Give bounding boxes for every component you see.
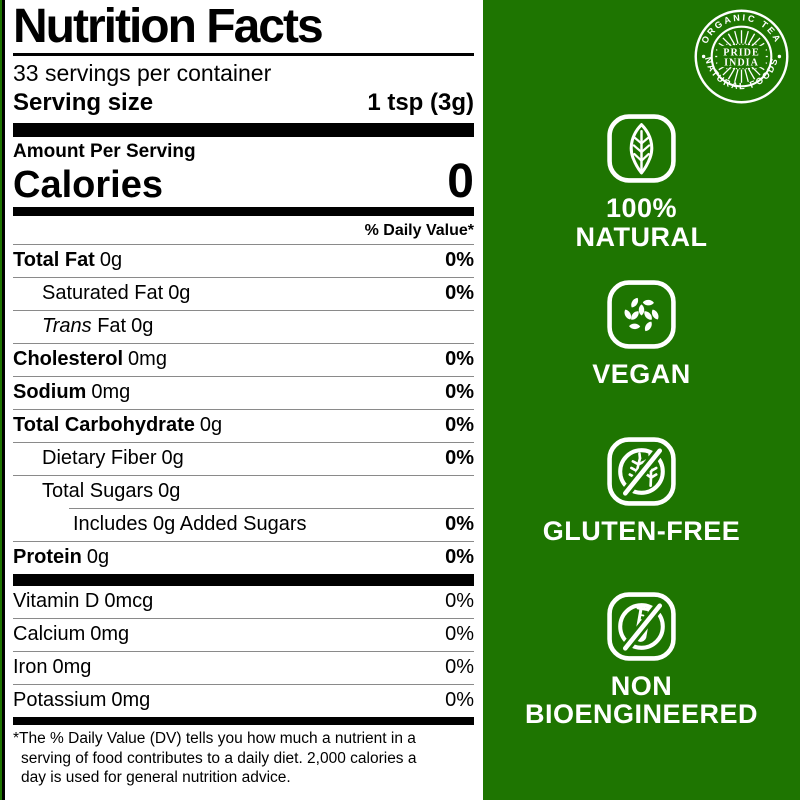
row-trans-fat: Trans Fat 0g (42, 315, 154, 338)
divider (13, 651, 474, 653)
thick-divider-bar (13, 717, 474, 726)
logo-inner-ring (710, 25, 773, 88)
badge-label: 100% NATURAL (575, 193, 708, 252)
row-vitamin-d: Vitamin D 0mcg 0% (13, 590, 474, 613)
logo-left-dot (701, 54, 706, 59)
row-protein: Protein 0g 0% (13, 546, 474, 569)
badge-100-natural: 100% NATURAL (576, 112, 708, 252)
logo-center-line1: PRIDE (723, 47, 759, 58)
certification-badges: 100% NATURAL (525, 112, 758, 729)
nutrition-facts-label: Nutrition Facts 33 servings per containe… (2, 0, 483, 800)
calories-value: 0 (447, 154, 474, 208)
amount-per-serving: Amount Per Serving (13, 140, 196, 162)
divider (13, 618, 474, 620)
divider (13, 343, 474, 345)
serving-size-value: 1 tsp (3g) (367, 88, 474, 116)
divider-inset (69, 508, 474, 510)
label-title: Nutrition Facts (13, 2, 474, 56)
divider (13, 244, 474, 246)
badge-label: VEGAN (592, 358, 691, 389)
serving-size-label: Serving size (13, 88, 154, 116)
calories-row: Calories 0 (13, 154, 474, 208)
badge-gluten-free: GLUTEN-FREE (543, 435, 741, 546)
divider (13, 376, 474, 378)
vegan-leaves-icon (607, 280, 676, 349)
logo-outer-ring (694, 9, 789, 104)
divider (13, 409, 474, 411)
row-dietary-fiber: Dietary Fiber 0g 0% (42, 447, 474, 470)
row-potassium: Potassium 0mg 0% (13, 689, 474, 712)
thick-divider-bar (13, 574, 474, 587)
row-sodium: Sodium 0mg 0% (13, 381, 474, 404)
calories-label: Calories (13, 164, 163, 207)
row-added-sugars: Includes 0g Added Sugars 0% (73, 513, 474, 536)
divider (13, 541, 474, 543)
daily-value-footnote: *The % Daily Value (DV) tells you how mu… (13, 730, 417, 787)
logo-right-dot (777, 54, 782, 59)
thick-divider-bar (13, 122, 474, 137)
logo-center-line2: INDIA (724, 58, 759, 69)
row-total-fat: Total Fat 0g 0% (13, 249, 474, 272)
row-total-carbohydrate: Total Carbohydrate 0g 0% (13, 414, 474, 437)
brand-panel: ORGANIC TEA NATURAL FOODS PRIDE INDIA 10… (483, 0, 800, 800)
serving-size-row: Serving size 1 tsp (3g) (13, 88, 474, 123)
row-calcium: Calcium 0mg 0% (13, 623, 474, 646)
divider (13, 475, 474, 477)
no-gluten-icon (607, 436, 676, 506)
medium-divider-bar (13, 207, 474, 217)
divider (13, 442, 474, 444)
divider (13, 310, 474, 312)
row-cholesterol: Cholesterol 0mg 0% (13, 348, 474, 371)
divider (13, 684, 474, 686)
row-iron: Iron 0mg 0% (13, 656, 474, 679)
row-total-sugars: Total Sugars 0g (42, 480, 181, 503)
servings-per-container: 33 servings per container (13, 59, 272, 86)
daily-value-header: % Daily Value* (364, 222, 474, 240)
badge-label: NON BIOENGINEERED (524, 670, 759, 730)
row-saturated-fat: Saturated Fat 0g 0% (42, 282, 474, 305)
divider (13, 277, 474, 279)
badge-non-bioengineered: NON BIOENGINEERED (525, 590, 758, 730)
badge-label: GLUTEN-FREE (542, 515, 741, 546)
no-test-tube-icon (607, 591, 676, 661)
logo-center-mask (717, 45, 766, 68)
leaf-icon (607, 114, 676, 183)
pride-of-india-logo: ORGANIC TEA NATURAL FOODS PRIDE INDIA (694, 9, 789, 104)
badge-vegan: VEGAN (592, 278, 691, 389)
